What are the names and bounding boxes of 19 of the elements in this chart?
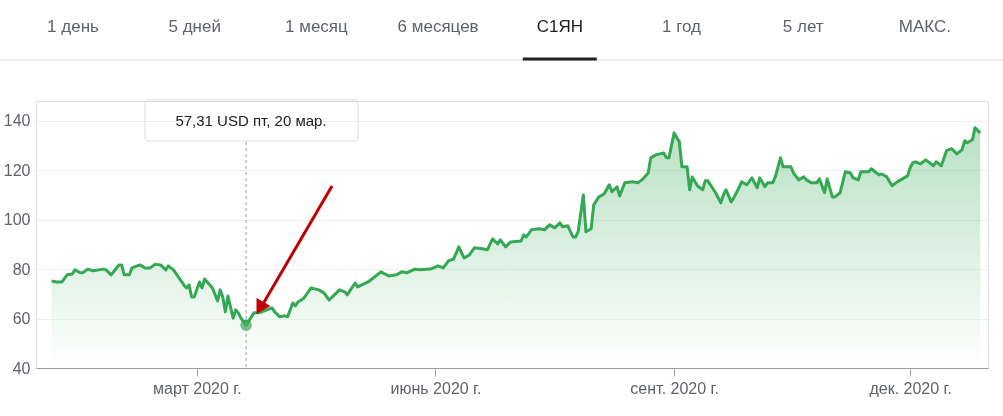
- text: 1 год: [661, 17, 702, 36]
- text: 5 дней: [168, 17, 221, 36]
- x-tick-label: сент. 2020 г.: [630, 379, 719, 397]
- y-tick-label: 40: [12, 359, 31, 377]
- x-tick-label: март 2020 г.: [153, 379, 242, 397]
- text: 6 месяцев: [397, 17, 479, 36]
- x-tick-label: дек. 2020 г.: [869, 379, 952, 397]
- text: С1ЯН: [536, 17, 583, 36]
- text: 1 месяц: [285, 17, 349, 36]
- y-tick-label: 60: [12, 310, 31, 328]
- text: 5 лет: [782, 17, 824, 36]
- annotation: 57,31 USD пт, 20 мар.: [175, 112, 327, 129]
- x-tick-label: июнь 2020 г.: [390, 379, 482, 397]
- y-tick-label: 80: [12, 260, 31, 278]
- y-tick-label: 120: [3, 161, 31, 179]
- y-tick-label: 100: [3, 211, 31, 229]
- y-tick-label: 140: [3, 112, 31, 130]
- text: 1 день: [47, 17, 100, 36]
- text: МАКС.: [898, 17, 952, 36]
